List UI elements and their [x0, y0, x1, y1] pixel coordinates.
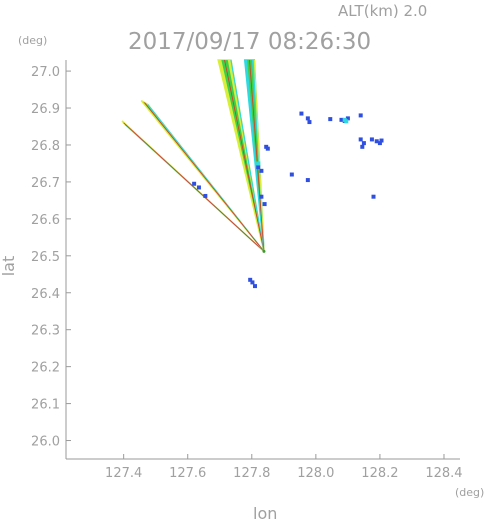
- y-tick-label: 26.0: [31, 435, 60, 450]
- echo-point: [289, 172, 294, 177]
- echo-point: [203, 193, 208, 198]
- y-axis-label: lat: [0, 256, 18, 277]
- y-tick-group: 27.0 26.9 26.8 26.7 26.6 26.5 26.4 26.3 26.2 26.1…: [31, 65, 71, 450]
- echo-point: [196, 185, 201, 190]
- x-tick-label: 128.2: [361, 466, 398, 481]
- x-tick-group: 127.4 127.6 127.8 128.0 128.2 128.4: [105, 454, 463, 481]
- radar-site-marker: [262, 249, 266, 253]
- echo-point: [379, 138, 384, 143]
- y-tick-label: 27.0: [31, 65, 60, 80]
- echo-point: [358, 137, 363, 142]
- echo-point: [248, 277, 253, 282]
- clutter-spike-spine: [249, 59, 265, 252]
- echo-point: [361, 141, 366, 146]
- echo-point: [305, 116, 310, 121]
- echo-point: [360, 144, 365, 149]
- echo-point: [328, 117, 333, 122]
- echo-point: [256, 165, 261, 170]
- y-tick-label: 26.6: [31, 213, 60, 228]
- clutter-spike-spine: [123, 122, 265, 252]
- y-tick-label: 26.1: [31, 398, 60, 413]
- y-tick-label: 26.9: [31, 102, 60, 117]
- echo-point: [259, 168, 264, 173]
- echo-point: [252, 284, 257, 289]
- echo-point: [345, 116, 350, 121]
- clutter-spike-edge: [230, 59, 265, 252]
- echo-point: [339, 117, 344, 122]
- x-tick-label: 127.6: [169, 466, 206, 481]
- echo-point: [374, 139, 379, 144]
- y-tick-label: 26.2: [31, 361, 60, 376]
- echo-point: [256, 161, 261, 166]
- clutter-spike-spine: [144, 102, 265, 252]
- echo-point: [369, 137, 374, 142]
- x-tick-label: 127.8: [233, 466, 270, 481]
- echo-point: [307, 120, 312, 125]
- echo-point: [192, 181, 197, 186]
- echo-point: [358, 113, 363, 118]
- clutter-spike-edge: [253, 59, 265, 252]
- echo-point: [377, 141, 382, 146]
- altitude-label: ALT(km) 2.0: [338, 2, 427, 20]
- echo-point: [262, 202, 267, 207]
- x-tick-label: 127.4: [105, 466, 142, 481]
- x-tick-label: 128.4: [425, 466, 462, 481]
- x-unit-label: (deg): [455, 486, 484, 499]
- y-tick-label: 26.7: [31, 176, 60, 191]
- clutter-spike-spine: [224, 59, 265, 252]
- y-tick-label: 26.8: [31, 139, 60, 154]
- echo-point: [371, 194, 376, 199]
- x-axis-label: lon: [253, 504, 277, 521]
- y-tick-label: 26.3: [31, 324, 60, 339]
- echo-point: [259, 194, 264, 199]
- y-tick-label: 26.5: [31, 250, 60, 265]
- echo-layer: [121, 59, 384, 289]
- clutter-spike-core: [247, 60, 264, 252]
- echo-point: [250, 280, 255, 285]
- x-tick-label: 128.0: [297, 466, 334, 481]
- clutter-spike-core: [221, 60, 264, 252]
- echo-point: [265, 146, 270, 151]
- echo-point: [344, 119, 349, 124]
- echo-point: [305, 178, 310, 183]
- chart-title: 2017/09/17 08:26:30: [128, 29, 371, 55]
- y-tick-label: 26.4: [31, 287, 60, 302]
- echo-point: [299, 111, 304, 116]
- y-unit-label: (deg): [18, 34, 47, 47]
